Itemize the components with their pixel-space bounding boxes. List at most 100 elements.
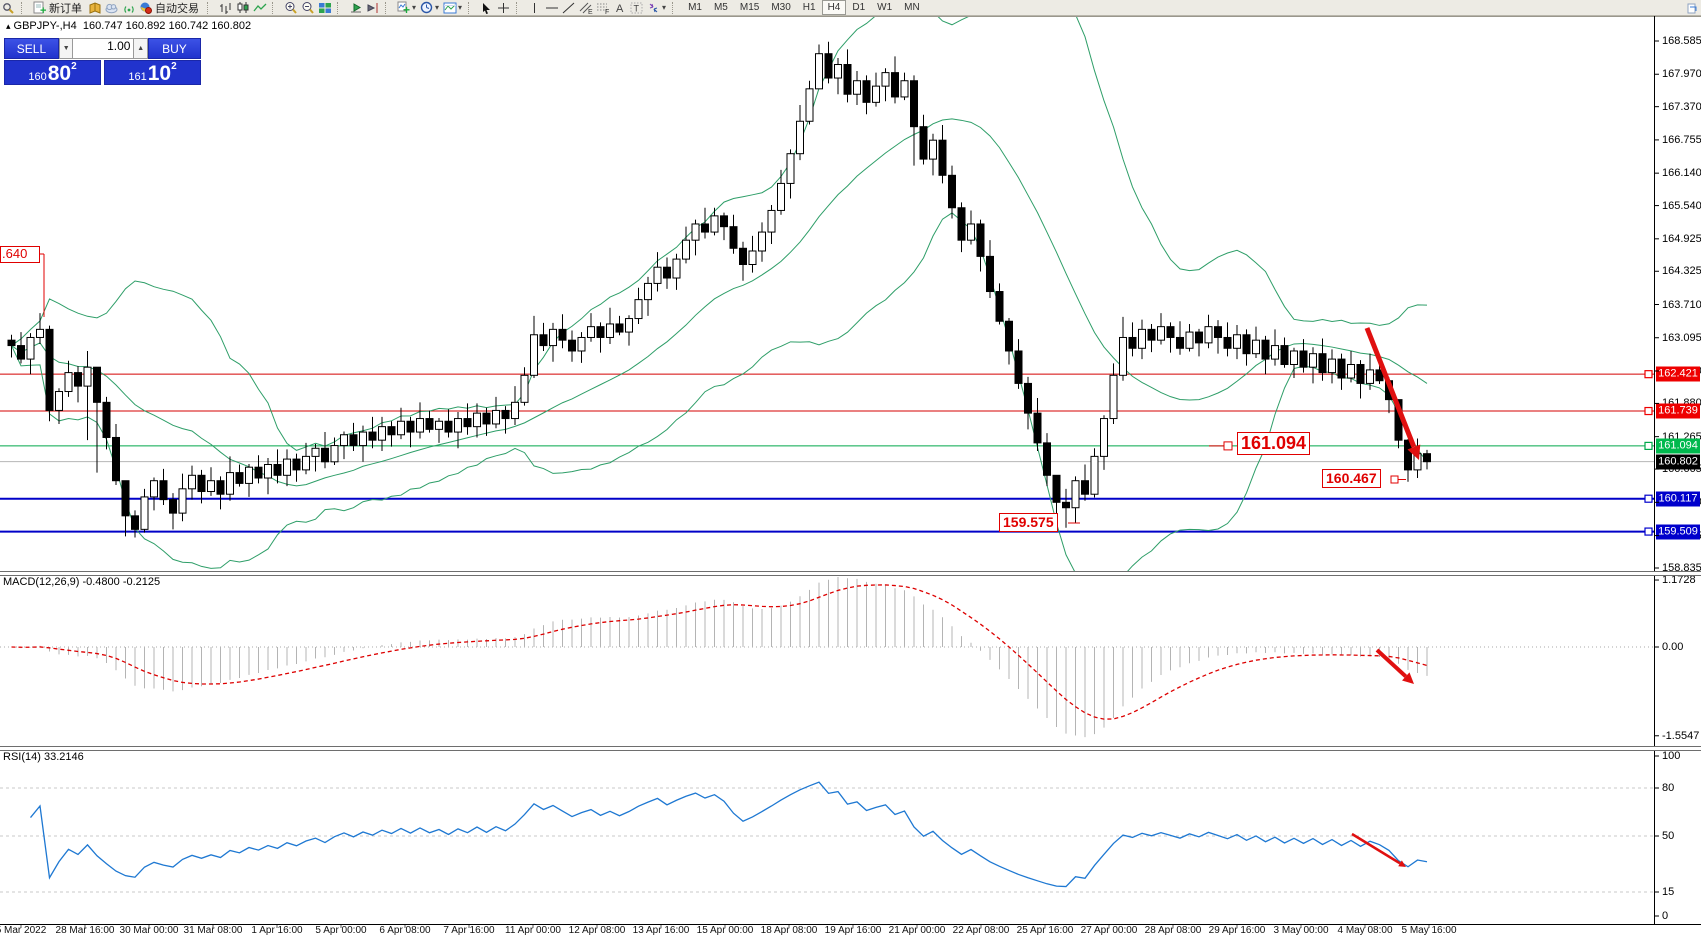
sell-price-tile[interactable]: 160 80 2 bbox=[4, 60, 101, 85]
chart-header: ▴ GBPJPY-,H4 160.747 160.892 160.742 160.… bbox=[6, 20, 251, 32]
price-tick-label: 166.140 bbox=[1662, 167, 1701, 180]
signals-icon[interactable] bbox=[120, 1, 137, 15]
trendline-icon[interactable] bbox=[560, 1, 577, 15]
fibonacci-icon[interactable]: F bbox=[594, 1, 611, 15]
time-axis-label: 22 Apr 08:00 bbox=[952, 925, 1010, 936]
toolbar-separator bbox=[516, 1, 523, 14]
text-icon[interactable]: A bbox=[611, 1, 628, 15]
annotation-low-160467[interactable]: 160.467 bbox=[1322, 469, 1381, 488]
time-axis-label: 29 Apr 16:00 bbox=[1208, 925, 1266, 936]
time-axis-label: 5 Apr 00:00 bbox=[315, 925, 367, 936]
toolbar-separator bbox=[468, 1, 475, 14]
candlestick-icon[interactable] bbox=[234, 1, 251, 15]
time-axis-label: 27 Apr 00:00 bbox=[1080, 925, 1138, 936]
sell-button[interactable]: SELL bbox=[4, 38, 59, 59]
equidistant-channel-icon[interactable]: E bbox=[577, 1, 594, 15]
svg-text:E: E bbox=[588, 9, 593, 14]
time-axis-label: 28 Apr 08:00 bbox=[1144, 925, 1202, 936]
panel-splitter-macd[interactable] bbox=[0, 571, 1701, 576]
buy-button[interactable]: BUY bbox=[147, 38, 201, 59]
line-chart-icon[interactable] bbox=[251, 1, 268, 15]
panel-splitter-rsi[interactable] bbox=[0, 746, 1701, 751]
chart-shift-icon[interactable] bbox=[364, 1, 381, 15]
text-label-icon[interactable]: T bbox=[628, 1, 645, 15]
time-axis-label: 21 Apr 00:00 bbox=[888, 925, 946, 936]
timeframe-button-M1[interactable]: M1 bbox=[688, 2, 702, 13]
price-tick-label: 166.755 bbox=[1662, 133, 1701, 146]
tile-windows-icon[interactable] bbox=[316, 1, 333, 15]
new-order-label[interactable]: 新订单 bbox=[49, 2, 82, 15]
arrows-objects-icon[interactable] bbox=[645, 1, 662, 15]
arrows-dropdown-caret[interactable]: ▾ bbox=[662, 3, 667, 12]
buy-price-tile[interactable]: 161 10 2 bbox=[104, 60, 201, 85]
time-axis-border bbox=[0, 924, 1701, 925]
templates-icon[interactable] bbox=[441, 1, 458, 15]
price-tick-label: 167.370 bbox=[1662, 100, 1701, 113]
chart-symbol-period: GBPJPY-,H4 bbox=[13, 20, 77, 32]
zoom-out-icon[interactable] bbox=[299, 1, 316, 15]
rsi-axis-label: 80 bbox=[1662, 782, 1675, 794]
rsi-axis-label: 100 bbox=[1662, 750, 1681, 762]
rsi-axis-label: 50 bbox=[1662, 830, 1675, 842]
annotation-price-164640[interactable]: .640 bbox=[0, 246, 40, 263]
toolbar-separator bbox=[272, 1, 279, 14]
timeframe-button-M5[interactable]: M5 bbox=[713, 2, 728, 13]
svg-text:A: A bbox=[616, 3, 624, 14]
toolbar-separator bbox=[21, 1, 28, 14]
new-chart-icon[interactable] bbox=[0, 1, 17, 15]
bar-chart-icon[interactable] bbox=[217, 1, 234, 15]
svg-text:+: + bbox=[40, 5, 46, 14]
one-click-trading-panel: SELL ▼ 1.00 ▲ BUY 160 80 2 161 10 2 bbox=[4, 38, 201, 85]
horizontal-line-icon[interactable] bbox=[543, 1, 560, 15]
buy-big-figure: 161 bbox=[128, 71, 147, 83]
timeframe-button-M30[interactable]: M30 bbox=[771, 2, 791, 13]
annotation-low-159575[interactable]: 159.575 bbox=[999, 513, 1058, 532]
time-axis[interactable]: 5 Mar 2022 28 Mar 16:00 30 Mar 00:00 31 Mar… bbox=[0, 925, 1701, 936]
zoom-in-icon[interactable] bbox=[282, 1, 299, 15]
timeframe-button-D1[interactable]: D1 bbox=[852, 2, 866, 13]
history-book-icon[interactable] bbox=[86, 1, 103, 15]
rsi-indicator-label: RSI(14) 33.2146 bbox=[3, 751, 84, 763]
time-axis-label: 11 Apr 00:00 bbox=[505, 925, 561, 936]
volume-decrease-button[interactable]: ▼ bbox=[58, 38, 74, 59]
annotation-level-161094[interactable]: 161.094 bbox=[1237, 432, 1311, 455]
toolbar-separator bbox=[207, 1, 214, 14]
toolbar-separator bbox=[385, 1, 392, 14]
timeframe-button-MN[interactable]: MN bbox=[904, 2, 920, 13]
volume-increase-button[interactable]: ▲ bbox=[133, 38, 148, 59]
time-axis-label: 28 Mar 16:00 bbox=[55, 925, 115, 936]
autotrading-icon[interactable] bbox=[137, 1, 154, 15]
sell-pips: 80 bbox=[47, 62, 72, 85]
periods-dropdown-caret[interactable]: ▾ bbox=[435, 3, 440, 12]
buy-fraction: 2 bbox=[171, 61, 177, 72]
templates-dropdown-caret[interactable]: ▾ bbox=[458, 3, 463, 12]
rsi-axis-label: 15 bbox=[1662, 886, 1675, 898]
vertical-line-icon[interactable] bbox=[526, 1, 543, 15]
svg-text:T: T bbox=[634, 3, 640, 13]
cursor-icon[interactable] bbox=[478, 1, 495, 15]
time-axis-label: 6 Apr 08:00 bbox=[379, 925, 431, 936]
periods-clock-icon[interactable] bbox=[418, 1, 435, 15]
time-axis-label: 4 May 08:00 bbox=[1337, 925, 1393, 936]
crosshair-icon[interactable] bbox=[495, 1, 512, 15]
timeframe-button-M15[interactable]: M15 bbox=[739, 2, 760, 13]
time-axis-label: 1 Apr 16:00 bbox=[251, 925, 303, 936]
timeframe-button-H1[interactable]: H1 bbox=[802, 2, 816, 13]
price-axis[interactable]: 168.585 167.970 167.370 166.755 166.140 165.5… bbox=[1655, 16, 1701, 925]
toolbar-overflow-icon[interactable] bbox=[1684, 1, 1701, 15]
timeframe-button-H4[interactable]: H4 bbox=[821, 0, 847, 15]
macd-indicator-label: MACD(12,26,9) -0.4800 -0.2125 bbox=[3, 576, 161, 588]
auto-scroll-icon[interactable] bbox=[347, 1, 364, 15]
cloud-icon[interactable] bbox=[103, 1, 120, 15]
volume-input[interactable]: 1.00 bbox=[73, 38, 134, 59]
price-line-label-162421: 162.421 bbox=[1656, 366, 1700, 382]
indicators-icon[interactable]: + bbox=[395, 1, 412, 15]
timeframe-button-W1[interactable]: W1 bbox=[877, 2, 893, 13]
time-axis-label: 3 May 00:00 bbox=[1273, 925, 1329, 936]
autotrading-label[interactable]: 自动交易 bbox=[155, 2, 199, 15]
macd-axis-label: -1.5547 bbox=[1662, 729, 1700, 742]
new-order-icon[interactable]: + bbox=[31, 1, 48, 15]
price-tick-label: 167.970 bbox=[1662, 68, 1701, 81]
indicators-dropdown-caret[interactable]: ▾ bbox=[412, 3, 417, 12]
